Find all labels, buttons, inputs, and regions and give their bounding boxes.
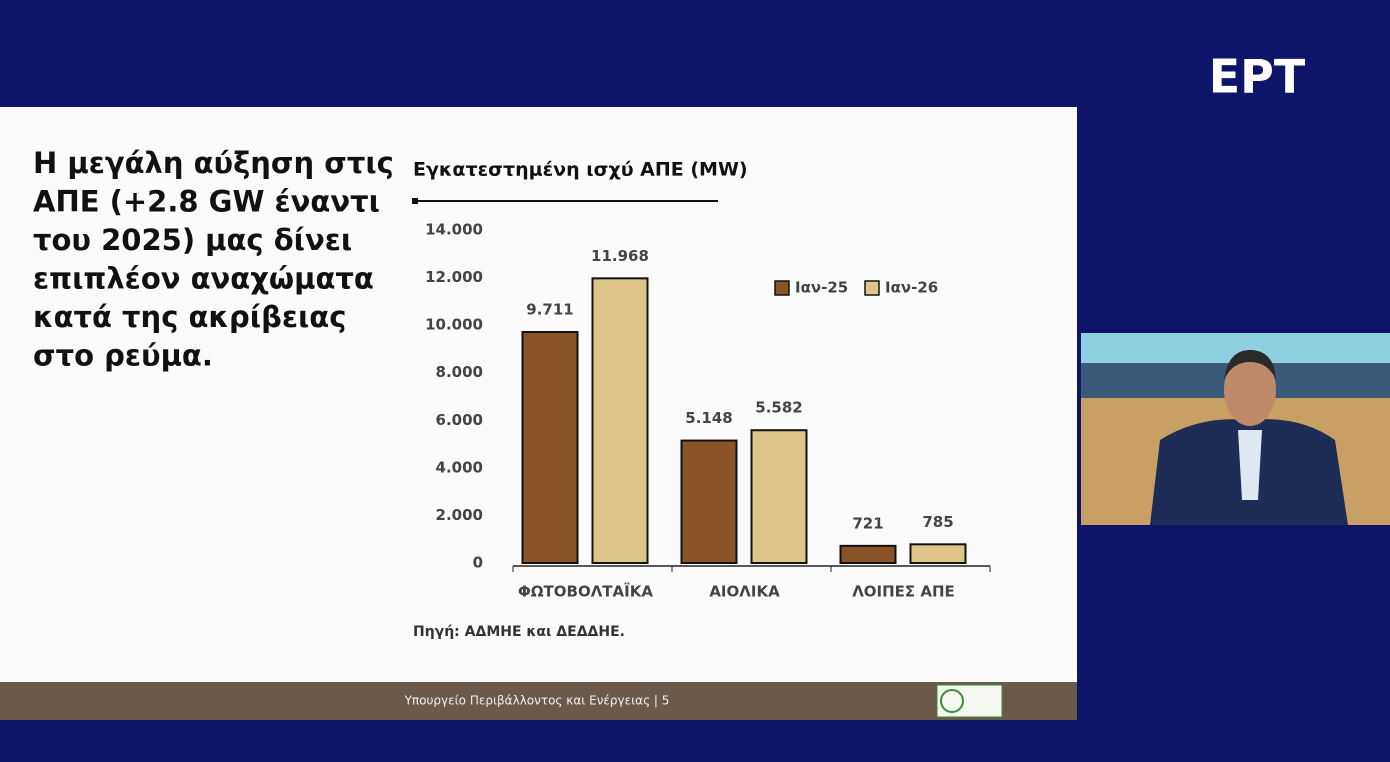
y-tick-label: 14.000: [425, 221, 483, 239]
bar: [680, 439, 738, 565]
legend-label: Ιαν-26: [885, 279, 938, 297]
slide-footer: Υπουργείο Περιβάλλοντος και Ενέργειας | …: [404, 694, 670, 708]
legend-swatch: [864, 280, 880, 296]
value-label: 5.148: [685, 409, 732, 427]
y-tick-label: 0: [473, 554, 483, 572]
value-label: 11.968: [591, 247, 649, 265]
x-tick-label: ΦΩΤΟΒΟΛΤΑΪΚΑ: [518, 582, 653, 601]
x-tick-label: ΛΟΙΠΕΣ ΑΠΕ: [852, 583, 955, 601]
value-label: 5.582: [755, 399, 802, 417]
slide-footer-bar: [0, 682, 1077, 720]
legend-swatch: [774, 280, 790, 296]
presenter-shirt: [1238, 430, 1262, 500]
chart-source: Πηγή: ΑΔΜΗΕ και ΔΕΔΔΗΕ.: [413, 624, 625, 640]
y-tick-label: 12.000: [425, 268, 483, 286]
heading-line: Η μεγάλη αύξηση στις: [33, 146, 394, 180]
heading-line: στο ρεύμα.: [33, 339, 213, 373]
y-tick-label: 10.000: [425, 316, 483, 334]
bar: [521, 331, 579, 565]
title-underline-marker: [412, 198, 418, 204]
y-tick-label: 6.000: [436, 411, 483, 429]
legend-label: Ιαν-25: [795, 279, 848, 297]
y-tick-label: 8.000: [436, 363, 483, 381]
bar: [750, 429, 808, 564]
bar: [909, 543, 967, 564]
bar: [839, 544, 897, 565]
bar: [591, 277, 649, 564]
heading-line: επιπλέον αναχώματα: [33, 262, 374, 296]
ministry-logo-emblem: [940, 689, 964, 713]
heading: Η μεγάλη αύξηση στις ΑΠΕ (+2.8 GW έναντι τ…: [33, 146, 394, 373]
presenter-head: [1224, 354, 1276, 426]
heading-line: ΑΠΕ (+2.8 GW έναντι: [33, 185, 380, 219]
y-tick-label: 2.000: [436, 506, 483, 524]
broadcaster-logo: ΕΡΤ: [1209, 50, 1306, 104]
presenter-hair: [1224, 350, 1276, 380]
ministry-logo: [936, 684, 1003, 718]
chart-title: Εγκατεστημένη ισχύ ΑΠΕ (MW): [413, 159, 748, 181]
heading-line: κατά της ακρίβειας: [33, 300, 346, 334]
x-tick-label: ΑΙΟΛΙΚΑ: [709, 583, 780, 601]
value-label: 721: [852, 514, 883, 532]
y-tick-label: 4.000: [436, 458, 483, 476]
heading-line: του 2025) μας δίνει: [33, 223, 352, 257]
value-label: 9.711: [526, 301, 573, 319]
chart: Εγκατεστημένη ισχύ ΑΠΕ (MW) Πηγή: ΑΔΜΗΕ …: [412, 159, 991, 640]
value-label: 785: [922, 513, 953, 531]
